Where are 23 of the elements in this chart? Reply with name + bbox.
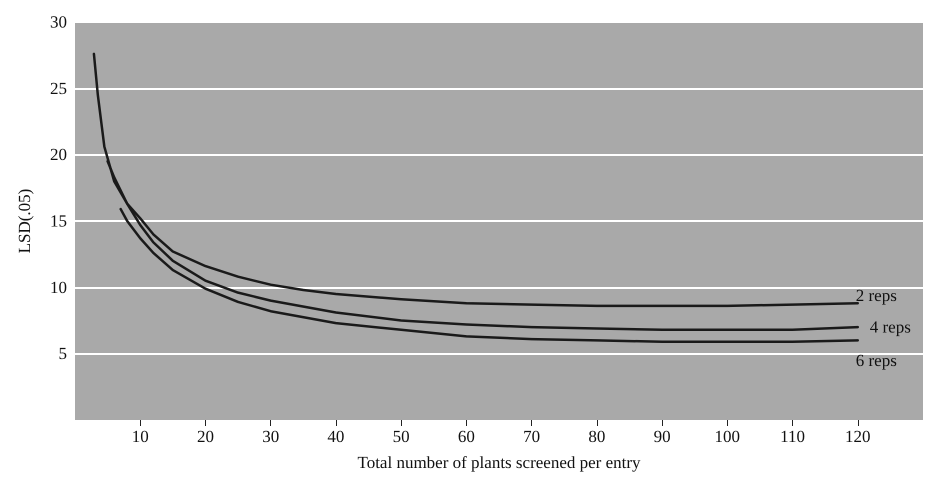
x-tick-label: 80 [588,427,606,446]
x-tick-label: 10 [132,427,149,446]
y-tick-label: 20 [50,145,67,164]
x-tick-label: 60 [458,427,475,446]
y-tick-label: 25 [50,78,67,98]
y-tick-label: 30 [50,12,67,32]
x-tick-label: 50 [392,427,410,446]
y-tick-label: 10 [50,278,67,297]
x-tick-label: 20 [196,427,214,446]
series-label: 6 reps [856,350,897,370]
x-tick-label: 30 [262,427,280,446]
series-label: 4 reps [870,318,911,337]
x-tick-label: 120 [845,427,871,446]
y-axis-title: LSD(.05) [15,188,34,254]
series-label: 2 reps [856,286,897,305]
x-tick-label: 40 [327,427,344,446]
x-tick-label: 90 [654,427,671,446]
x-tick-label: 70 [523,427,540,446]
y-tick-label: 15 [50,212,67,230]
y-tick-label: 5 [58,344,67,364]
x-tick-label: 110 [780,427,805,446]
x-tick-label: 100 [714,427,740,446]
x-axis-title: Total number of plants screened per entry [358,453,641,472]
